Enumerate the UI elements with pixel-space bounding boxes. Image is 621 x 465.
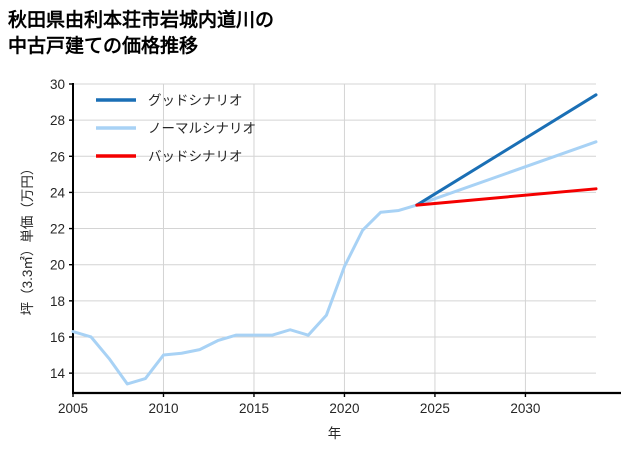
x-axis-tick-label: 2005: [58, 401, 88, 416]
y-axis-tick-label: 22: [50, 222, 65, 237]
y-axis-tick-label: 18: [50, 294, 65, 309]
y-axis-tick-labels: 14 16 18 20 22 24 26 28 30: [50, 77, 73, 381]
series-line-bad: [415, 187, 598, 207]
series-line-normal: [71, 140, 598, 386]
x-axis-tick-label: 2025: [420, 401, 450, 416]
y-axis-tick-label: 30: [50, 77, 65, 92]
y-axis-tick-label: 16: [50, 330, 65, 345]
x-axis-tick-label: 2010: [148, 401, 178, 416]
y-axis-tick-label: 20: [50, 258, 65, 273]
legend-label-2: バッドシナリオ: [148, 149, 243, 164]
y-axis-tick-label: 26: [50, 149, 65, 164]
y-axis-title: 坪（3.3㎡）単価（万円）: [20, 162, 35, 316]
x-axis-title: 年: [328, 426, 342, 441]
y-axis-tick-label: 14: [50, 366, 66, 381]
data-series-layer: [71, 93, 598, 386]
x-axis-tick-label: 2030: [510, 401, 540, 416]
y-axis-tick-label: 24: [50, 185, 66, 200]
y-axis-tick-label: 28: [50, 113, 65, 128]
x-axis-tick-label: 2020: [329, 401, 359, 416]
series-line-good: [415, 93, 598, 207]
x-axis-tick-labels: 2005 2010 2015 2020 2025 2030: [58, 393, 540, 416]
x-axis-tick-label: 2015: [239, 401, 269, 416]
legend-label-0: グッドシナリオ: [148, 93, 243, 108]
page-title: 秋田県由利本荘市岩城内道川の 中古戸建ての価格推移: [8, 10, 275, 57]
legend-label-1: ノーマルシナリオ: [148, 121, 256, 136]
